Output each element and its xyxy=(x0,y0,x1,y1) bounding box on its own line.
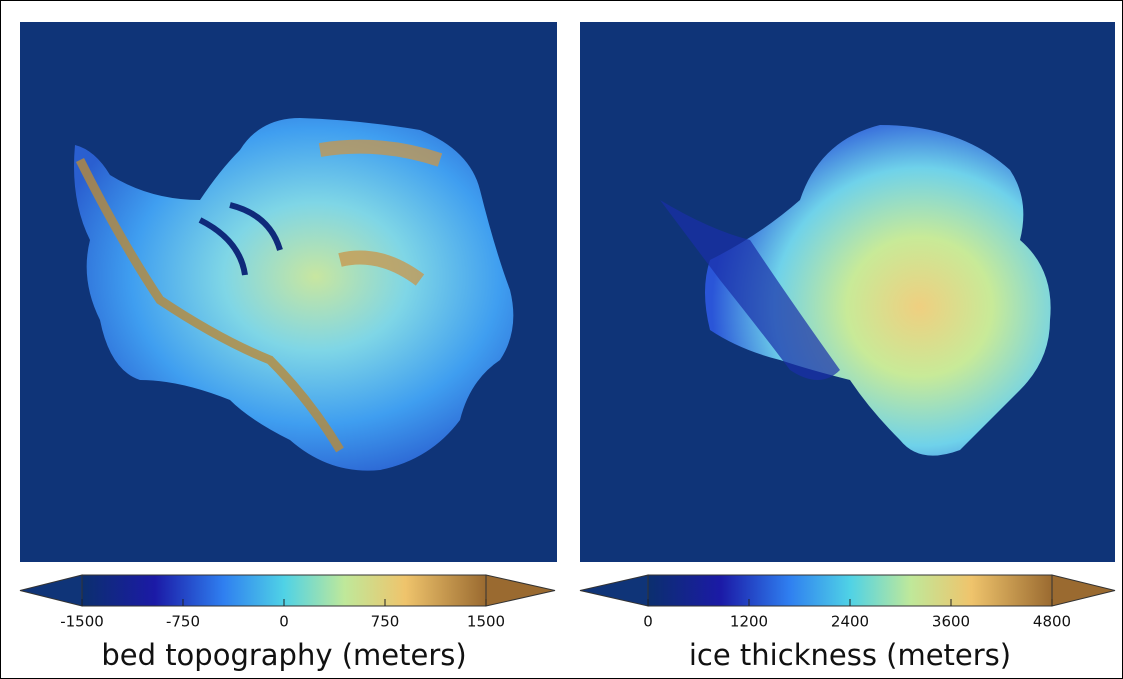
tick-label: 1200 xyxy=(730,613,768,631)
tick-label: 0 xyxy=(643,613,653,631)
tick-label: -750 xyxy=(166,613,200,631)
tick-label: -1500 xyxy=(60,613,104,631)
tick-label: 4800 xyxy=(1033,613,1071,631)
tick-label: 2400 xyxy=(831,613,869,631)
tick-label: 1500 xyxy=(467,613,505,631)
figure: -1500 -750 0 750 1500bed topography (meters)… xyxy=(0,0,1123,679)
tick-label: 0 xyxy=(279,613,289,631)
tick-label: 750 xyxy=(371,613,400,631)
tick-label: 3600 xyxy=(932,613,970,631)
colorbar-label: ice thickness (meters) xyxy=(689,638,1011,672)
colorbar-label: bed topography (meters) xyxy=(101,638,466,672)
